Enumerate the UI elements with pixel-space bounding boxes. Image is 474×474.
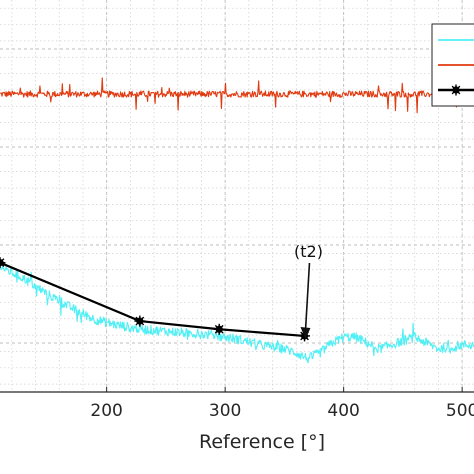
marker-spoke bbox=[214, 324, 224, 334]
legend-marker-spoke bbox=[451, 85, 461, 95]
x-tick-label: 200 bbox=[90, 401, 122, 421]
axes-layer: 200 300 400 500 bbox=[0, 387, 474, 421]
series-black-marker bbox=[0, 257, 6, 269]
marker-spoke bbox=[135, 316, 145, 326]
x-tick-label: 400 bbox=[327, 401, 359, 421]
annotation-arrow-shaft bbox=[304, 262, 311, 331]
series-layer bbox=[0, 77, 474, 364]
series-red-line bbox=[0, 77, 474, 114]
marker-spoke bbox=[0, 258, 5, 264]
x-axis-title: Reference [°] bbox=[199, 431, 325, 453]
marker-spoke bbox=[0, 261, 5, 268]
major-grid bbox=[0, 0, 474, 392]
legend bbox=[431, 23, 474, 107]
series-black-line bbox=[0, 261, 305, 338]
annotation-label: (t2) bbox=[294, 242, 323, 261]
series-cyan-line bbox=[0, 264, 474, 364]
plot-background bbox=[0, 0, 474, 392]
annotation-arrow-head bbox=[300, 326, 311, 339]
annotations: (t2) bbox=[294, 242, 323, 339]
series-black-marker bbox=[134, 315, 146, 327]
x-tick-label: 500 bbox=[446, 401, 474, 421]
minor-grid bbox=[0, 0, 474, 392]
series-black-marker bbox=[213, 323, 225, 335]
x-tick-label: 300 bbox=[209, 401, 241, 421]
